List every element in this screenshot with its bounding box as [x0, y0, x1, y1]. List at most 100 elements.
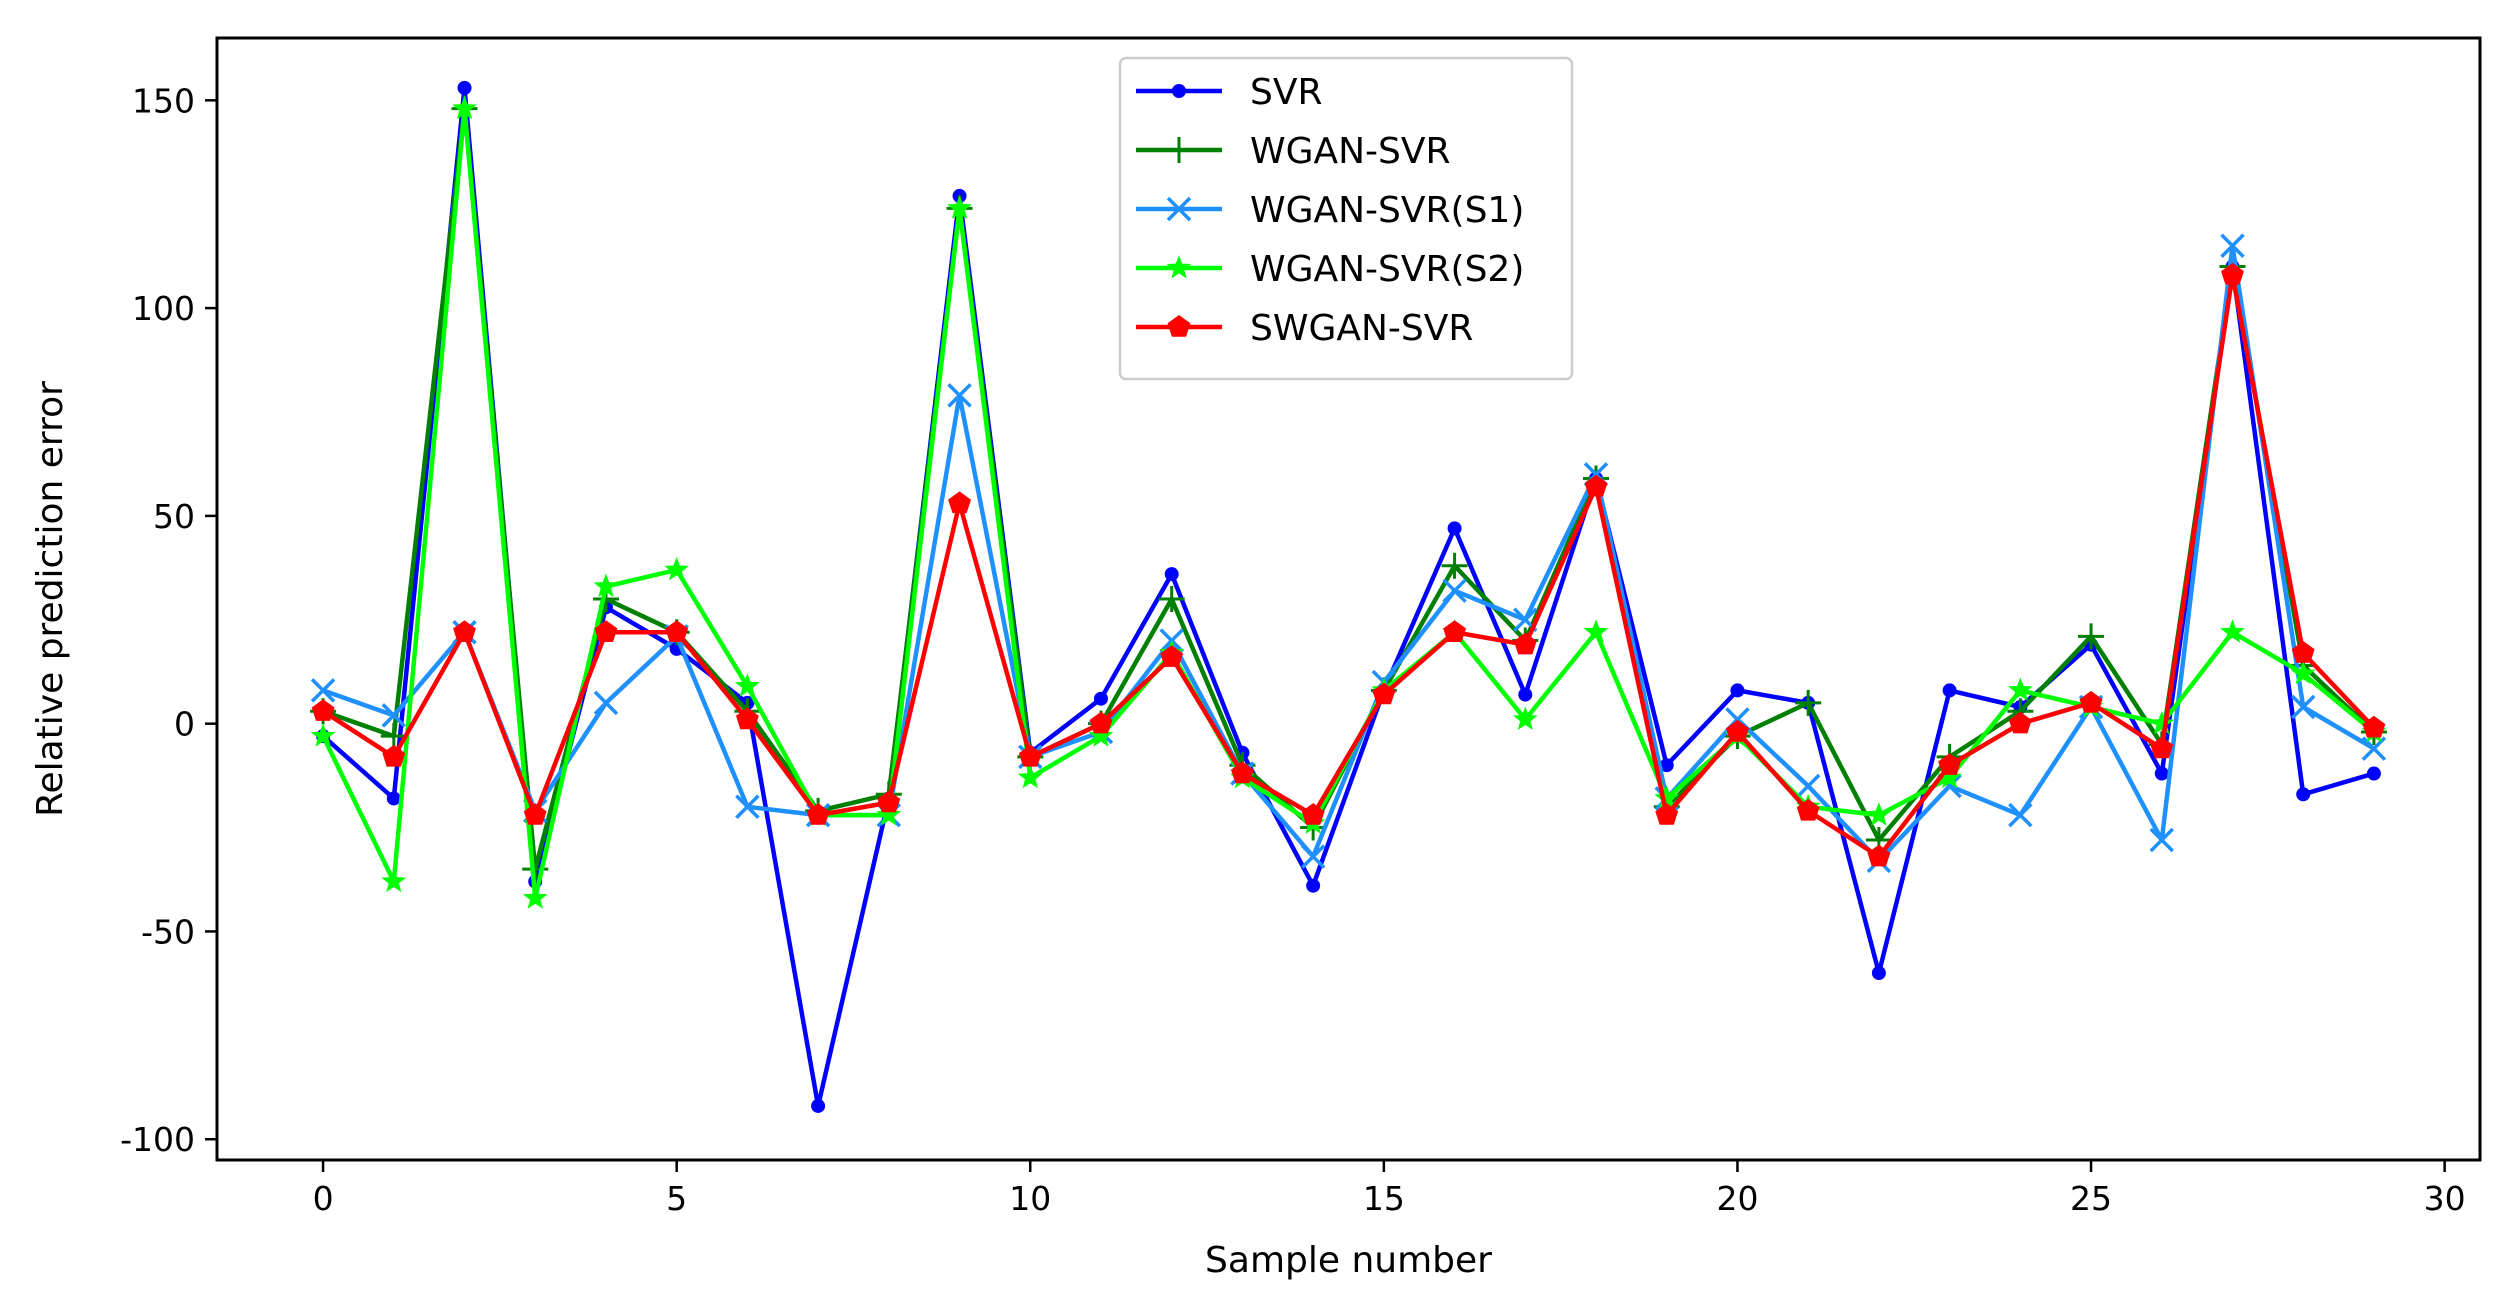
data-point [1300, 844, 1326, 869]
y-tick-label: 50 [153, 497, 195, 536]
data-point [806, 803, 830, 825]
data-point [2154, 766, 2169, 781]
data-point [2149, 710, 2175, 735]
data-point [1726, 720, 1749, 742]
data-point [457, 80, 472, 95]
data-point [1018, 744, 1042, 767]
data-point [1659, 758, 1674, 773]
x-tick-label: 25 [2070, 1179, 2112, 1218]
data-point [1443, 620, 1466, 642]
data-point [1017, 764, 1043, 789]
legend-item: SWGAN-SVR [1136, 308, 1473, 349]
data-point [2221, 262, 2244, 285]
series-line [321, 272, 2376, 859]
legend-swatch-marker [1166, 137, 1192, 163]
data-point [2079, 690, 2103, 713]
legend-item: WGAN-SVR [1136, 131, 1451, 172]
data-point [1518, 687, 1533, 702]
data-point [735, 673, 760, 697]
y-tick-label: 150 [132, 81, 195, 120]
data-point [1231, 761, 1254, 784]
data-point [1938, 753, 1961, 775]
legend-swatch-marker [1167, 315, 1191, 337]
y-tick-label: -50 [141, 912, 195, 951]
data-point [811, 1098, 826, 1113]
data-point [2296, 787, 2311, 802]
x-tick-label: 30 [2424, 1179, 2466, 1218]
data-point [1867, 844, 1891, 867]
data-point [453, 620, 476, 642]
data-point [310, 723, 336, 747]
legend-swatch-marker [1166, 255, 1192, 279]
data-point [2290, 694, 2316, 720]
y-tick-label: -100 [120, 1120, 195, 1159]
data-point [1937, 764, 1962, 789]
x-axis-label: Sample number [1205, 1240, 1492, 1281]
legend-item: SVR [1136, 72, 1323, 113]
legend-swatch-marker [1166, 196, 1192, 222]
legend-swatch-marker [1172, 84, 1186, 98]
legend: SVR WGAN-SVR WGAN-SVR(S1) WGAN-SVR(S2) SWGAN… [1118, 56, 1574, 381]
data-point [1796, 798, 1820, 821]
data-point [1089, 711, 1113, 734]
x-tick-label: 20 [1716, 1179, 1758, 1218]
data-point [1447, 521, 1462, 536]
y-tick-label: 100 [132, 289, 195, 328]
data-point [2008, 677, 2033, 701]
data-point [2362, 715, 2386, 738]
data-point [1512, 706, 1538, 730]
data-point [2149, 827, 2175, 853]
data-point [2078, 623, 2105, 650]
data-point [310, 678, 336, 703]
plot-frame [215, 36, 2482, 1162]
data-point [1583, 619, 1609, 643]
series-line [322, 243, 2376, 864]
x-tick-label: 5 [666, 1179, 687, 1218]
data-point [1795, 689, 1822, 716]
legend-label: SWGAN-SVR [1250, 308, 1473, 349]
legend-box [1118, 56, 1574, 381]
data-point [876, 802, 902, 826]
y-tick-label: 0 [174, 705, 195, 744]
legend-item: WGAN-SVR(S1) [1136, 190, 1524, 231]
data-point [1164, 567, 1179, 582]
data-point [2220, 619, 2245, 643]
data-point [1513, 632, 1537, 655]
data-point [1093, 691, 1108, 706]
legend-label: WGAN-SVR(S2) [1250, 249, 1524, 290]
data-point [381, 703, 407, 728]
data-point [593, 690, 619, 716]
data-point [1937, 773, 1962, 799]
legend-label: WGAN-SVR [1250, 131, 1451, 172]
data-point [948, 491, 971, 514]
data-point [947, 383, 972, 408]
x-tick-label: 0 [313, 1179, 334, 1218]
data-point [1441, 552, 1468, 579]
data-point [2366, 766, 2381, 781]
data-point [2290, 660, 2316, 685]
data-point [1158, 586, 1185, 612]
series-layer [310, 80, 2387, 1113]
data-point [1655, 803, 1679, 825]
data-point [382, 744, 406, 767]
data-point [2150, 736, 2174, 759]
data-point [1942, 683, 1957, 698]
data-point [594, 620, 618, 642]
data-point [1871, 966, 1886, 980]
data-point [452, 95, 477, 120]
data-point [665, 620, 689, 642]
y-axis: 150 100 50 0 -50 -100 [120, 81, 217, 1159]
x-tick-label: 10 [1009, 1179, 1051, 1218]
x-tick-label: 15 [1363, 1179, 1405, 1218]
data-point [2291, 641, 2315, 663]
data-point [523, 803, 547, 825]
data-point [522, 885, 548, 909]
data-point [664, 556, 689, 581]
data-point [2008, 711, 2032, 734]
data-point [1088, 723, 1114, 747]
data-point [1301, 803, 1325, 825]
data-point [1866, 802, 1892, 826]
data-point [380, 723, 407, 750]
data-point [1654, 785, 1680, 809]
